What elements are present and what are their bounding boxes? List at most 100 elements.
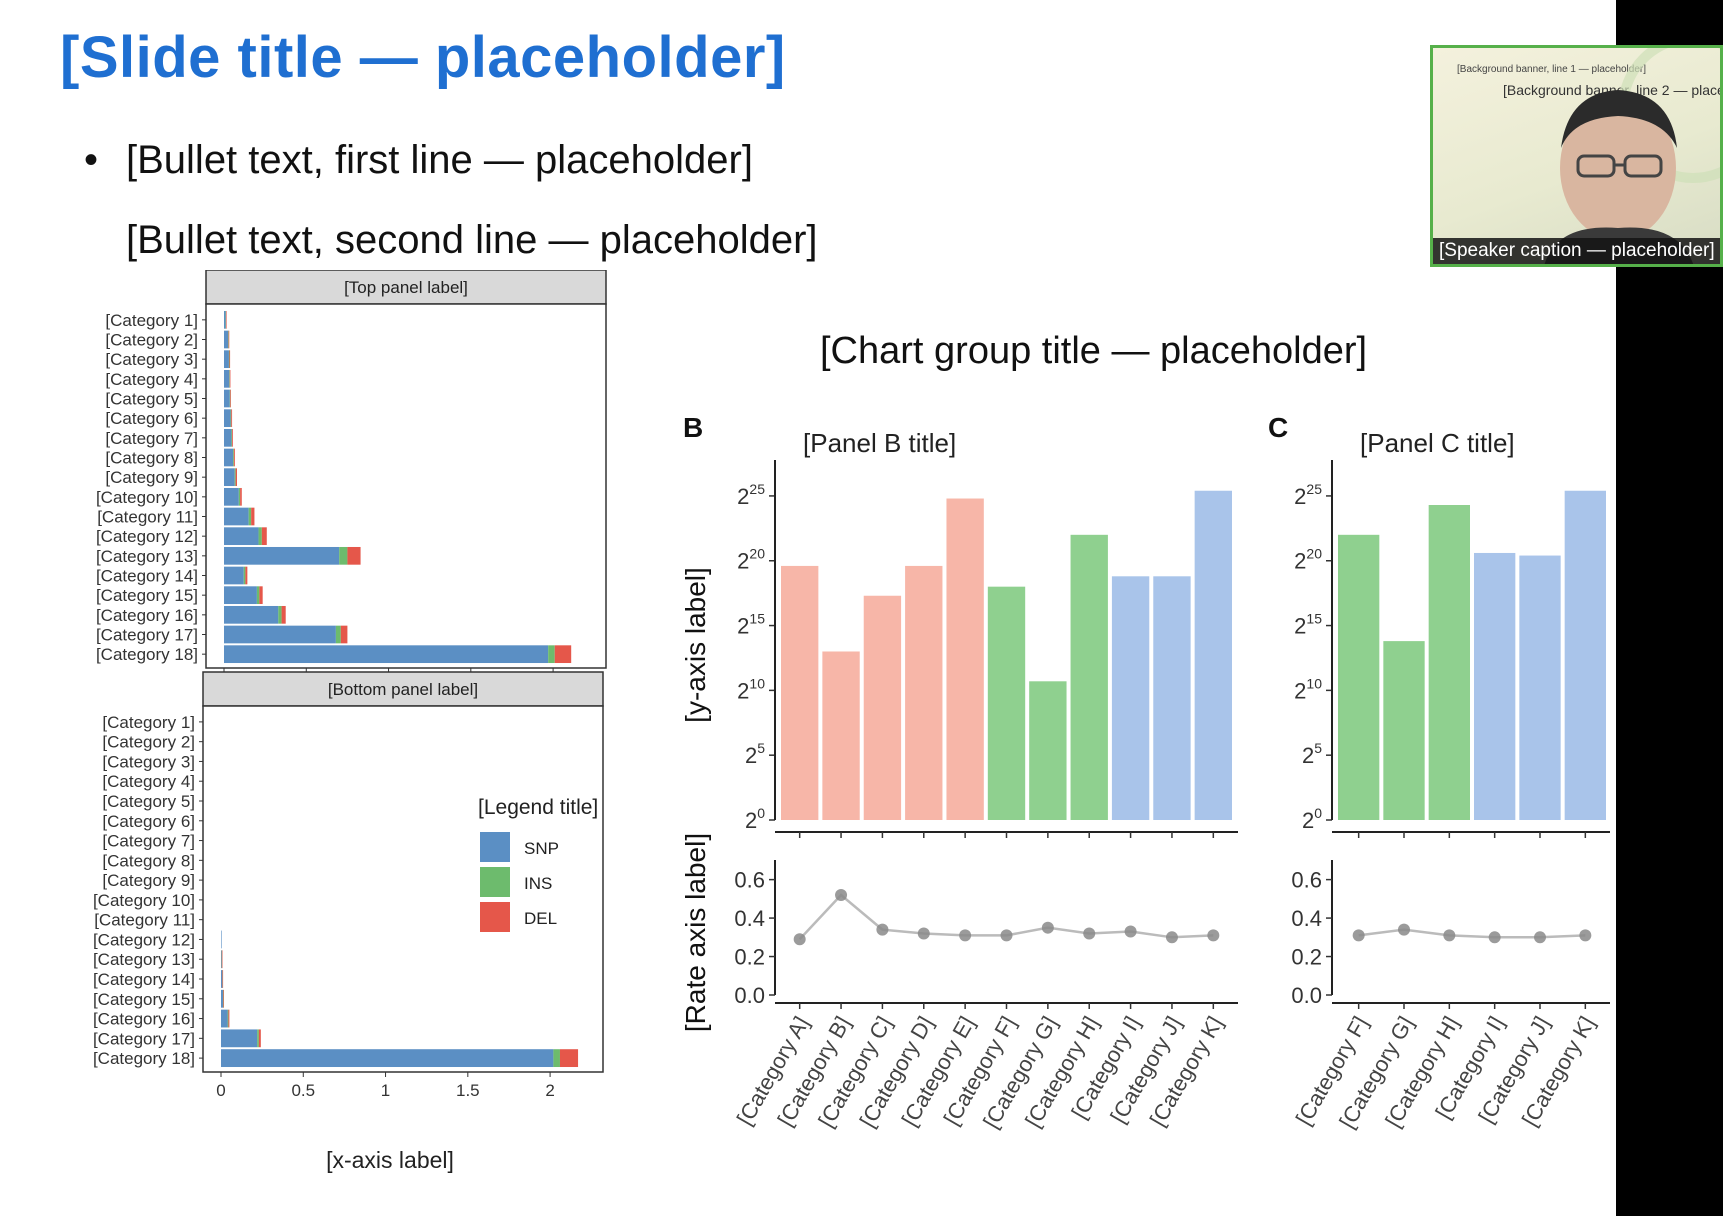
bar-del	[225, 310, 227, 329]
panel-strip-label-bottom: [Bottom panel label]	[328, 680, 478, 699]
bar-snp	[224, 645, 549, 664]
rate-point	[917, 927, 930, 940]
bar-del	[554, 645, 572, 664]
bar-snp	[224, 586, 257, 605]
bar-ins	[243, 566, 246, 585]
x-tick-label: 0.5	[291, 1081, 315, 1100]
bar-snp	[221, 1029, 258, 1048]
bar-snp	[224, 389, 230, 408]
bar-ins	[227, 1009, 229, 1028]
bar-ncRNA	[1029, 681, 1067, 820]
bar-ins	[234, 468, 236, 487]
category-label: [Category 12]	[93, 930, 195, 949]
bar-del	[223, 989, 224, 1008]
slide-title: [Slide title — placeholder]	[60, 25, 786, 90]
category-label: [Category 13]	[96, 547, 198, 566]
y-tick-label: 20	[745, 805, 765, 833]
bar-ins	[553, 1049, 560, 1068]
presentation-slide: [Slide title — placeholder] • [Bullet te…	[0, 0, 1616, 1216]
bar-snp	[224, 527, 259, 546]
rate-point	[1534, 931, 1546, 944]
category-label: [Category 9]	[105, 468, 198, 487]
y-tick-exponent: 25	[1306, 481, 1322, 497]
plot-panel-bottom	[202, 705, 604, 1073]
y-tick-label: 210	[737, 675, 765, 703]
bar-del	[258, 1029, 261, 1048]
y-tick-exponent: 25	[749, 481, 765, 497]
bar-ins	[229, 369, 230, 388]
rate-point	[1579, 929, 1592, 942]
bar-del	[229, 369, 231, 388]
bar-del	[281, 605, 286, 624]
rate-y-tick-label: 0.0	[734, 983, 765, 1008]
category-label: [Category 10]	[96, 488, 198, 507]
y-tick-exponent: 20	[749, 546, 765, 562]
category-label: [Category 10]	[93, 891, 195, 910]
bar-ins	[339, 546, 348, 565]
y-tick-exponent: 10	[749, 675, 765, 691]
bar-genic	[781, 565, 819, 820]
category-label: [Category 12]	[96, 527, 198, 546]
category-label: [Category 5]	[102, 792, 195, 811]
panel-title-c: [Panel C title]	[1360, 428, 1515, 458]
bar-ins	[230, 409, 232, 428]
bar-ins	[228, 330, 229, 349]
y-tick-exponent: 15	[1306, 611, 1322, 627]
category-label: [Category 13]	[93, 950, 195, 969]
rate-y-axis-label: [Rate axis label]	[680, 833, 711, 1032]
category-label: [Category 8]	[105, 449, 198, 468]
legend-title: [Legend title]	[478, 796, 598, 819]
category-label: [Category 1]	[102, 713, 195, 732]
bar-del	[259, 586, 263, 605]
bar-ins	[278, 605, 282, 624]
x-tick-label: 1	[381, 1081, 390, 1100]
bar-snp	[224, 369, 230, 388]
category-label: [Category 2]	[102, 733, 195, 752]
bar-snp	[221, 989, 223, 1008]
rate-y-tick-label: 0.0	[1291, 983, 1322, 1008]
bar-del	[261, 527, 267, 546]
bar-snp	[221, 1049, 554, 1068]
bar-del	[251, 507, 255, 526]
bar-ins	[238, 487, 241, 506]
bar-snp	[224, 428, 232, 447]
bar-intergenic	[1564, 490, 1606, 820]
bar-ins	[248, 507, 252, 526]
bar-snp	[221, 950, 222, 969]
bar-snp	[224, 546, 340, 565]
bar-del	[233, 448, 235, 467]
bar-ins	[258, 527, 262, 546]
bar-ncRNA	[1338, 534, 1380, 820]
legend-swatch-del	[480, 902, 510, 932]
panel-title-b: [Panel B title]	[803, 428, 956, 458]
category-label: [Category 14]	[93, 970, 195, 989]
bullet-text-line-2: [Bullet text, second line — placeholder]	[126, 218, 818, 262]
category-label: [Category 6]	[102, 812, 195, 831]
bar-intergenic	[1474, 552, 1516, 820]
x-axis-label: [x-axis label]	[326, 1147, 454, 1173]
bar-snp	[224, 605, 279, 624]
y-tick-exponent: 5	[1314, 740, 1322, 756]
bar-del	[228, 1009, 230, 1028]
y-tick-label: 25	[745, 740, 765, 768]
y-tick-label: 25	[1302, 740, 1322, 768]
y-tick-exponent: 20	[1306, 546, 1322, 562]
category-label: [Category 4]	[105, 370, 198, 389]
bar-del	[559, 1049, 579, 1068]
category-label: [Category 9]	[102, 871, 195, 890]
category-label: [Category 6]	[105, 409, 198, 428]
y-tick-label: 215	[737, 611, 765, 639]
bar-del	[235, 468, 237, 487]
panel-strip-label-top: [Top panel label]	[344, 278, 468, 297]
category-label: [Category 17]	[96, 626, 198, 645]
y-tick-label: 225	[737, 481, 765, 509]
bullet-text-line-1: [Bullet text, first line — placeholder]	[126, 138, 753, 182]
annotation-title: [Chart group title — placeholder]	[820, 330, 1368, 372]
bar-snp	[221, 1009, 228, 1028]
bar-del	[347, 546, 361, 565]
rate-point	[793, 933, 806, 946]
rate-point	[1207, 929, 1220, 942]
speaker-avatar	[1544, 48, 1720, 264]
bar-snp	[224, 487, 239, 506]
rate-point	[1083, 927, 1096, 940]
